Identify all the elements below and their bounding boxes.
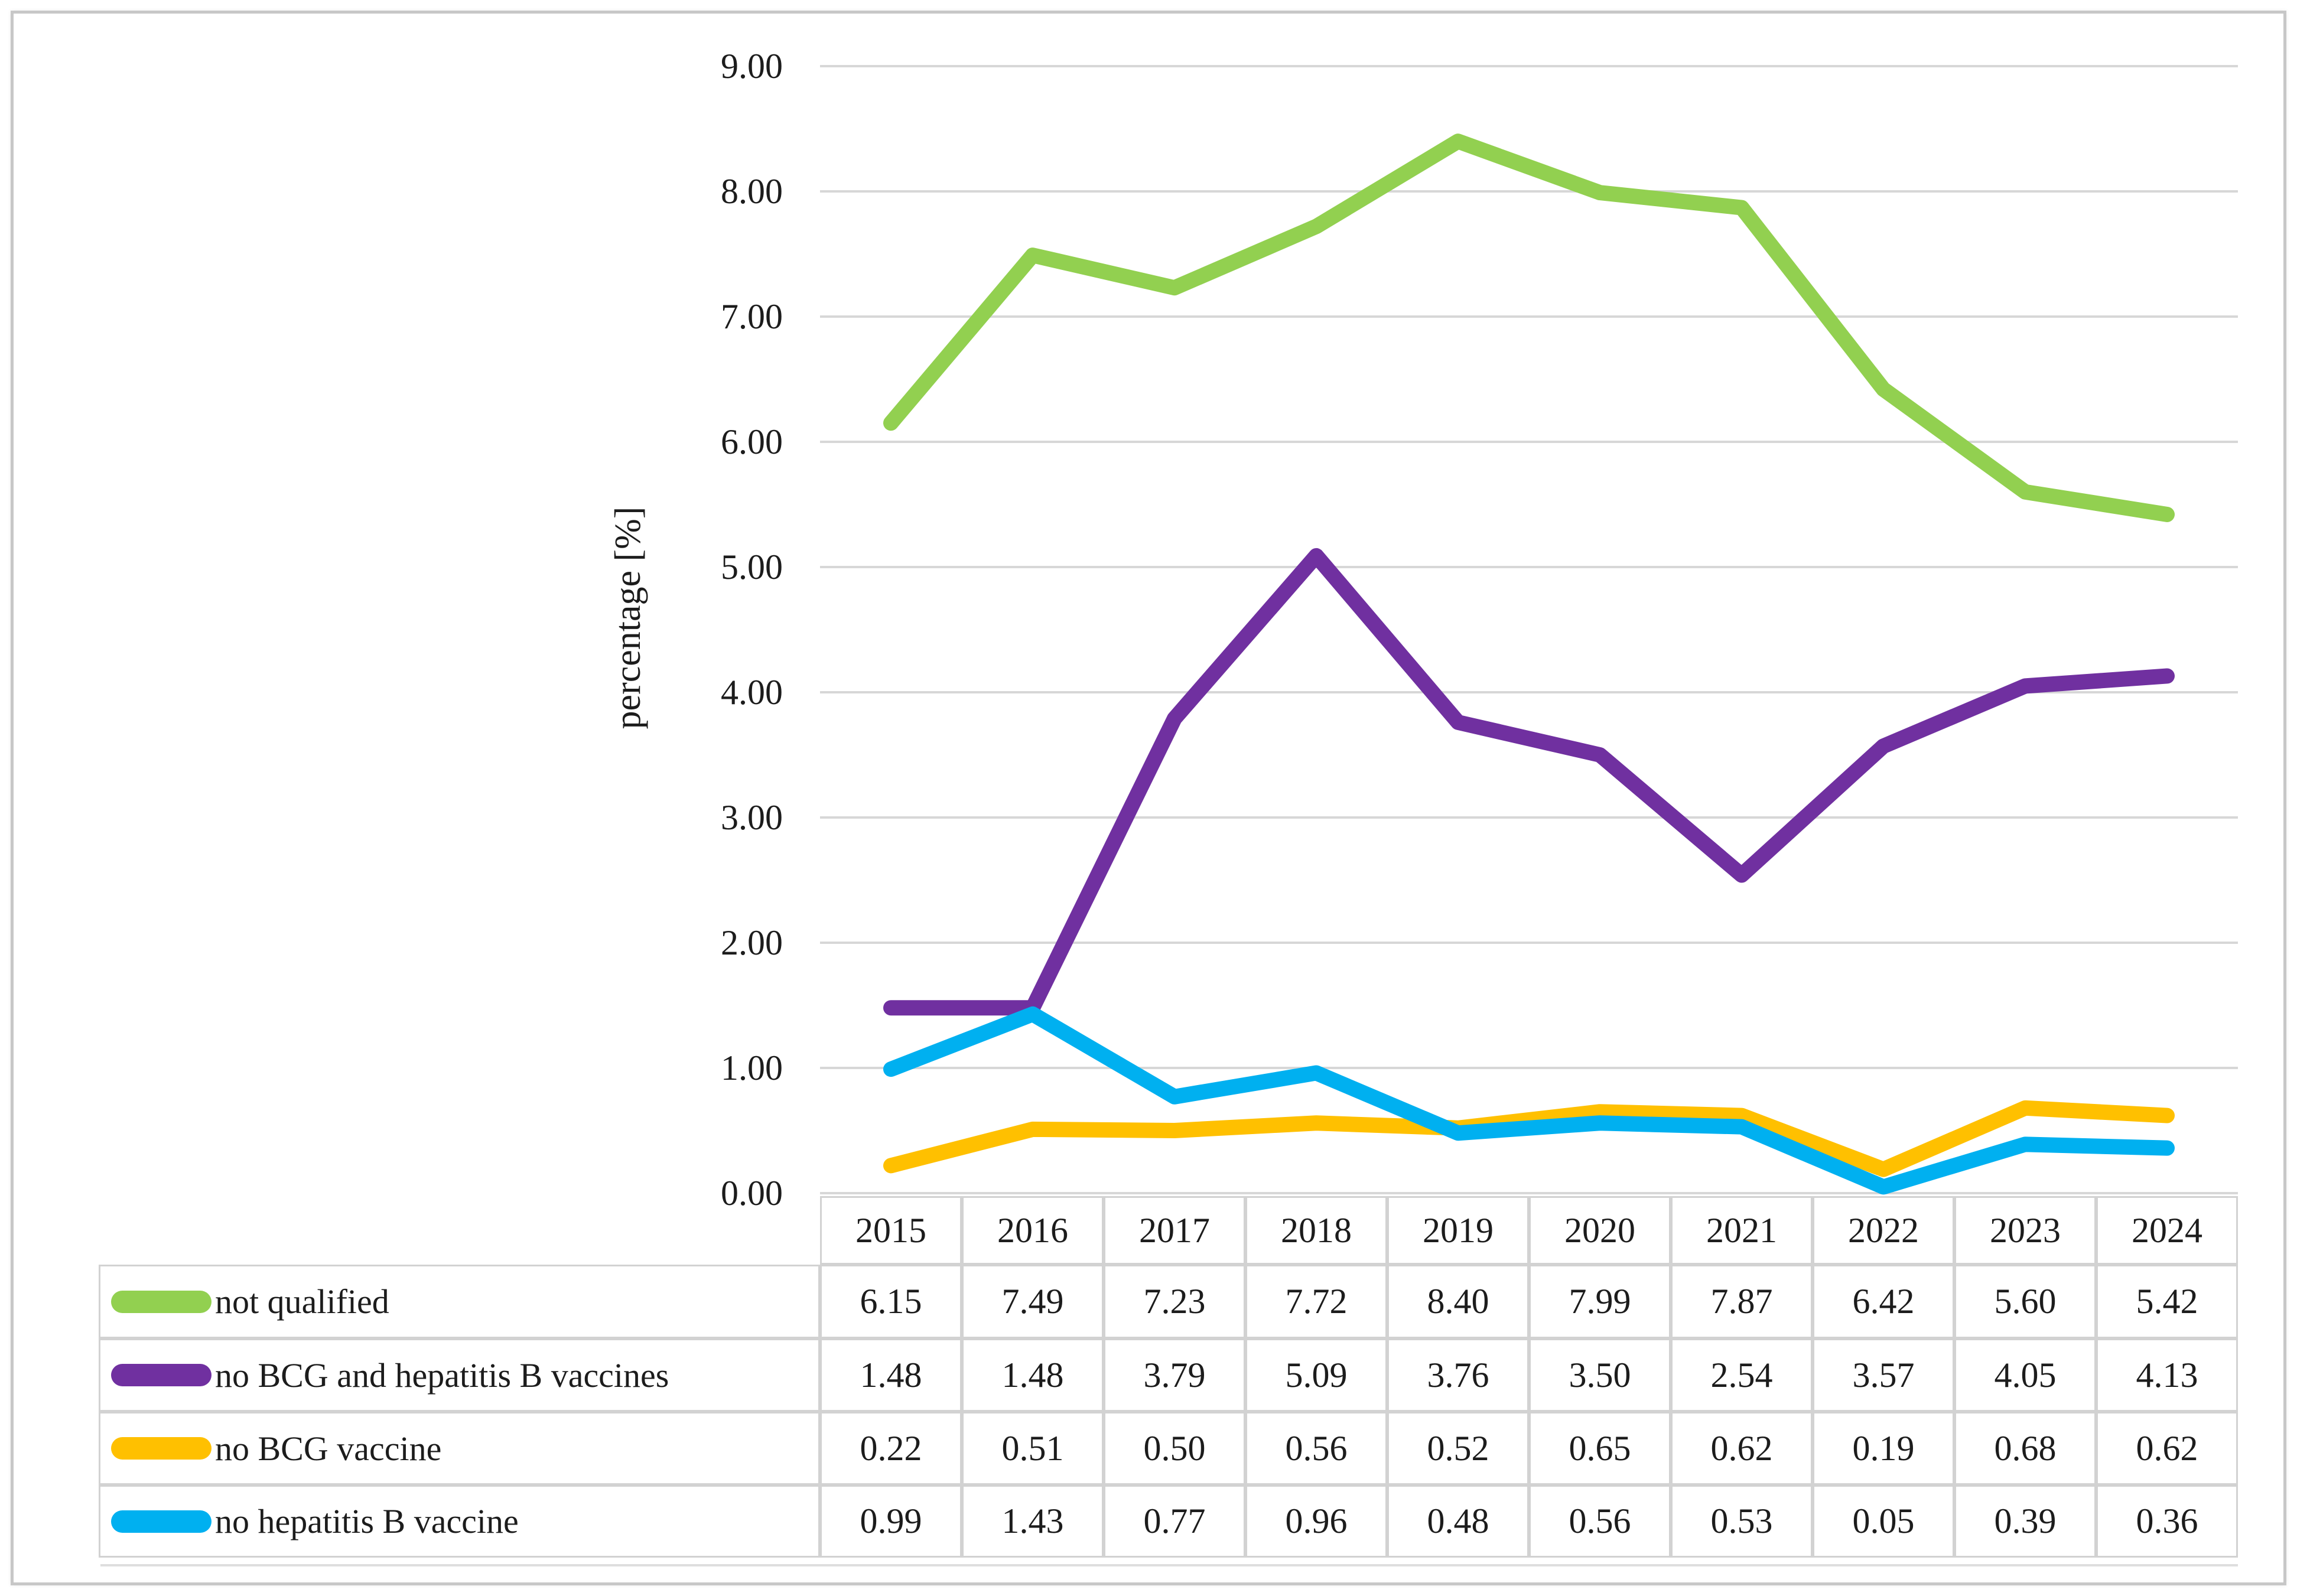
table-header-year: 2018 [1245, 1196, 1387, 1265]
table-header-year: 2020 [1529, 1196, 1671, 1265]
y-axis-tick-label: 7.00 [721, 297, 783, 336]
table-header-year: 2022 [1813, 1196, 1954, 1265]
table-value-cell: 3.50 [1529, 1338, 1671, 1412]
legend-swatch [111, 1437, 212, 1460]
legend-label: not qualified [215, 1282, 389, 1321]
table-header-year: 2019 [1387, 1196, 1529, 1265]
table-value-cell: 0.62 [2096, 1412, 2238, 1485]
table-value-cell: 7.87 [1671, 1265, 1813, 1338]
table-value-cell: 0.96 [1245, 1485, 1387, 1558]
table-value-cell: 5.09 [1245, 1338, 1387, 1412]
legend-label: no BCG vaccine [215, 1429, 442, 1468]
series-line-no-bcg-vaccine [883, 1100, 2175, 1177]
table-value-cell: 0.05 [1813, 1485, 1954, 1558]
table-header-year: 2024 [2096, 1196, 2238, 1265]
y-axis-tick-label: 1.00 [721, 1048, 783, 1087]
table-value-cell: 7.23 [1104, 1265, 1245, 1338]
y-axis-tick-label: 9.00 [721, 47, 783, 86]
y-axis-tick-label: 3.00 [721, 798, 783, 837]
table-header-year: 2017 [1104, 1196, 1245, 1265]
legend-swatch [111, 1364, 212, 1386]
table-value-cell: 0.62 [1671, 1412, 1813, 1485]
y-axis-tick-label: 4.00 [721, 673, 783, 712]
table-value-cell: 1.43 [962, 1485, 1104, 1558]
table-value-cell: 0.48 [1387, 1485, 1529, 1558]
table-value-cell: 0.39 [1954, 1485, 2096, 1558]
table-value-cell: 0.68 [1954, 1412, 2096, 1485]
y-axis-tick-label: 8.00 [721, 172, 783, 211]
table-header-year: 2021 [1671, 1196, 1813, 1265]
series-line-not-qualified [883, 133, 2175, 522]
legend-cell: no BCG vaccine [99, 1412, 820, 1485]
table-value-cell: 5.42 [2096, 1265, 2238, 1338]
table-value-cell: 3.79 [1104, 1338, 1245, 1412]
y-axis-tick-label: 5.00 [721, 548, 783, 587]
table-value-cell: 0.99 [820, 1485, 962, 1558]
table-header-year: 2015 [820, 1196, 962, 1265]
table-value-cell: 0.52 [1387, 1412, 1529, 1485]
y-axis-tick-label: 2.00 [721, 923, 783, 962]
table-bottom-shadow [100, 1564, 2238, 1566]
table-value-cell: 0.56 [1245, 1412, 1387, 1485]
table-value-cell: 7.99 [1529, 1265, 1671, 1338]
table-value-cell: 6.15 [820, 1265, 962, 1338]
table-value-cell: 0.53 [1671, 1485, 1813, 1558]
y-axis-title: percentage [%] [608, 506, 648, 729]
table-header-year: 2023 [1954, 1196, 2096, 1265]
table-value-cell: 3.57 [1813, 1338, 1954, 1412]
table-value-cell: 7.72 [1245, 1265, 1387, 1338]
table-value-cell: 0.19 [1813, 1412, 1954, 1485]
table-value-cell: 0.50 [1104, 1412, 1245, 1485]
y-axis-tick-label: 0.00 [721, 1174, 783, 1213]
table-value-cell: 2.54 [1671, 1338, 1813, 1412]
table-value-cell: 0.56 [1529, 1485, 1671, 1558]
table-value-cell: 0.65 [1529, 1412, 1671, 1485]
legend-label: no hepatitis B vaccine [215, 1502, 519, 1540]
legend-swatch [111, 1510, 212, 1533]
table-value-cell: 0.22 [820, 1412, 962, 1485]
table-value-cell: 0.77 [1104, 1485, 1245, 1558]
y-axis-tick-label: 6.00 [721, 422, 783, 461]
table-value-cell: 4.13 [2096, 1338, 2238, 1412]
table-value-cell: 0.36 [2096, 1485, 2238, 1558]
table-value-cell: 3.76 [1387, 1338, 1529, 1412]
figure-border-frame [11, 11, 2286, 1585]
series-line-no-bcg-and-hepatitis-b-vaccines [883, 548, 2175, 1016]
legend-cell: no BCG and hepatitis B vaccines [99, 1338, 820, 1412]
table-value-cell: 0.51 [962, 1412, 1104, 1485]
legend-cell: not qualified [99, 1265, 820, 1338]
table-value-cell: 8.40 [1387, 1265, 1529, 1338]
table-value-cell: 4.05 [1954, 1338, 2096, 1412]
legend-cell: no hepatitis B vaccine [99, 1485, 820, 1558]
table-value-cell: 1.48 [820, 1338, 962, 1412]
table-value-cell: 7.49 [962, 1265, 1104, 1338]
table-header-year: 2016 [962, 1196, 1104, 1265]
series-line-no-hepatitis-b-vaccine [883, 1006, 2175, 1195]
table-value-cell: 1.48 [962, 1338, 1104, 1412]
table-value-cell: 5.60 [1954, 1265, 2096, 1338]
legend-swatch [111, 1290, 212, 1313]
legend-label: no BCG and hepatitis B vaccines [215, 1356, 669, 1395]
table-value-cell: 6.42 [1813, 1265, 1954, 1338]
